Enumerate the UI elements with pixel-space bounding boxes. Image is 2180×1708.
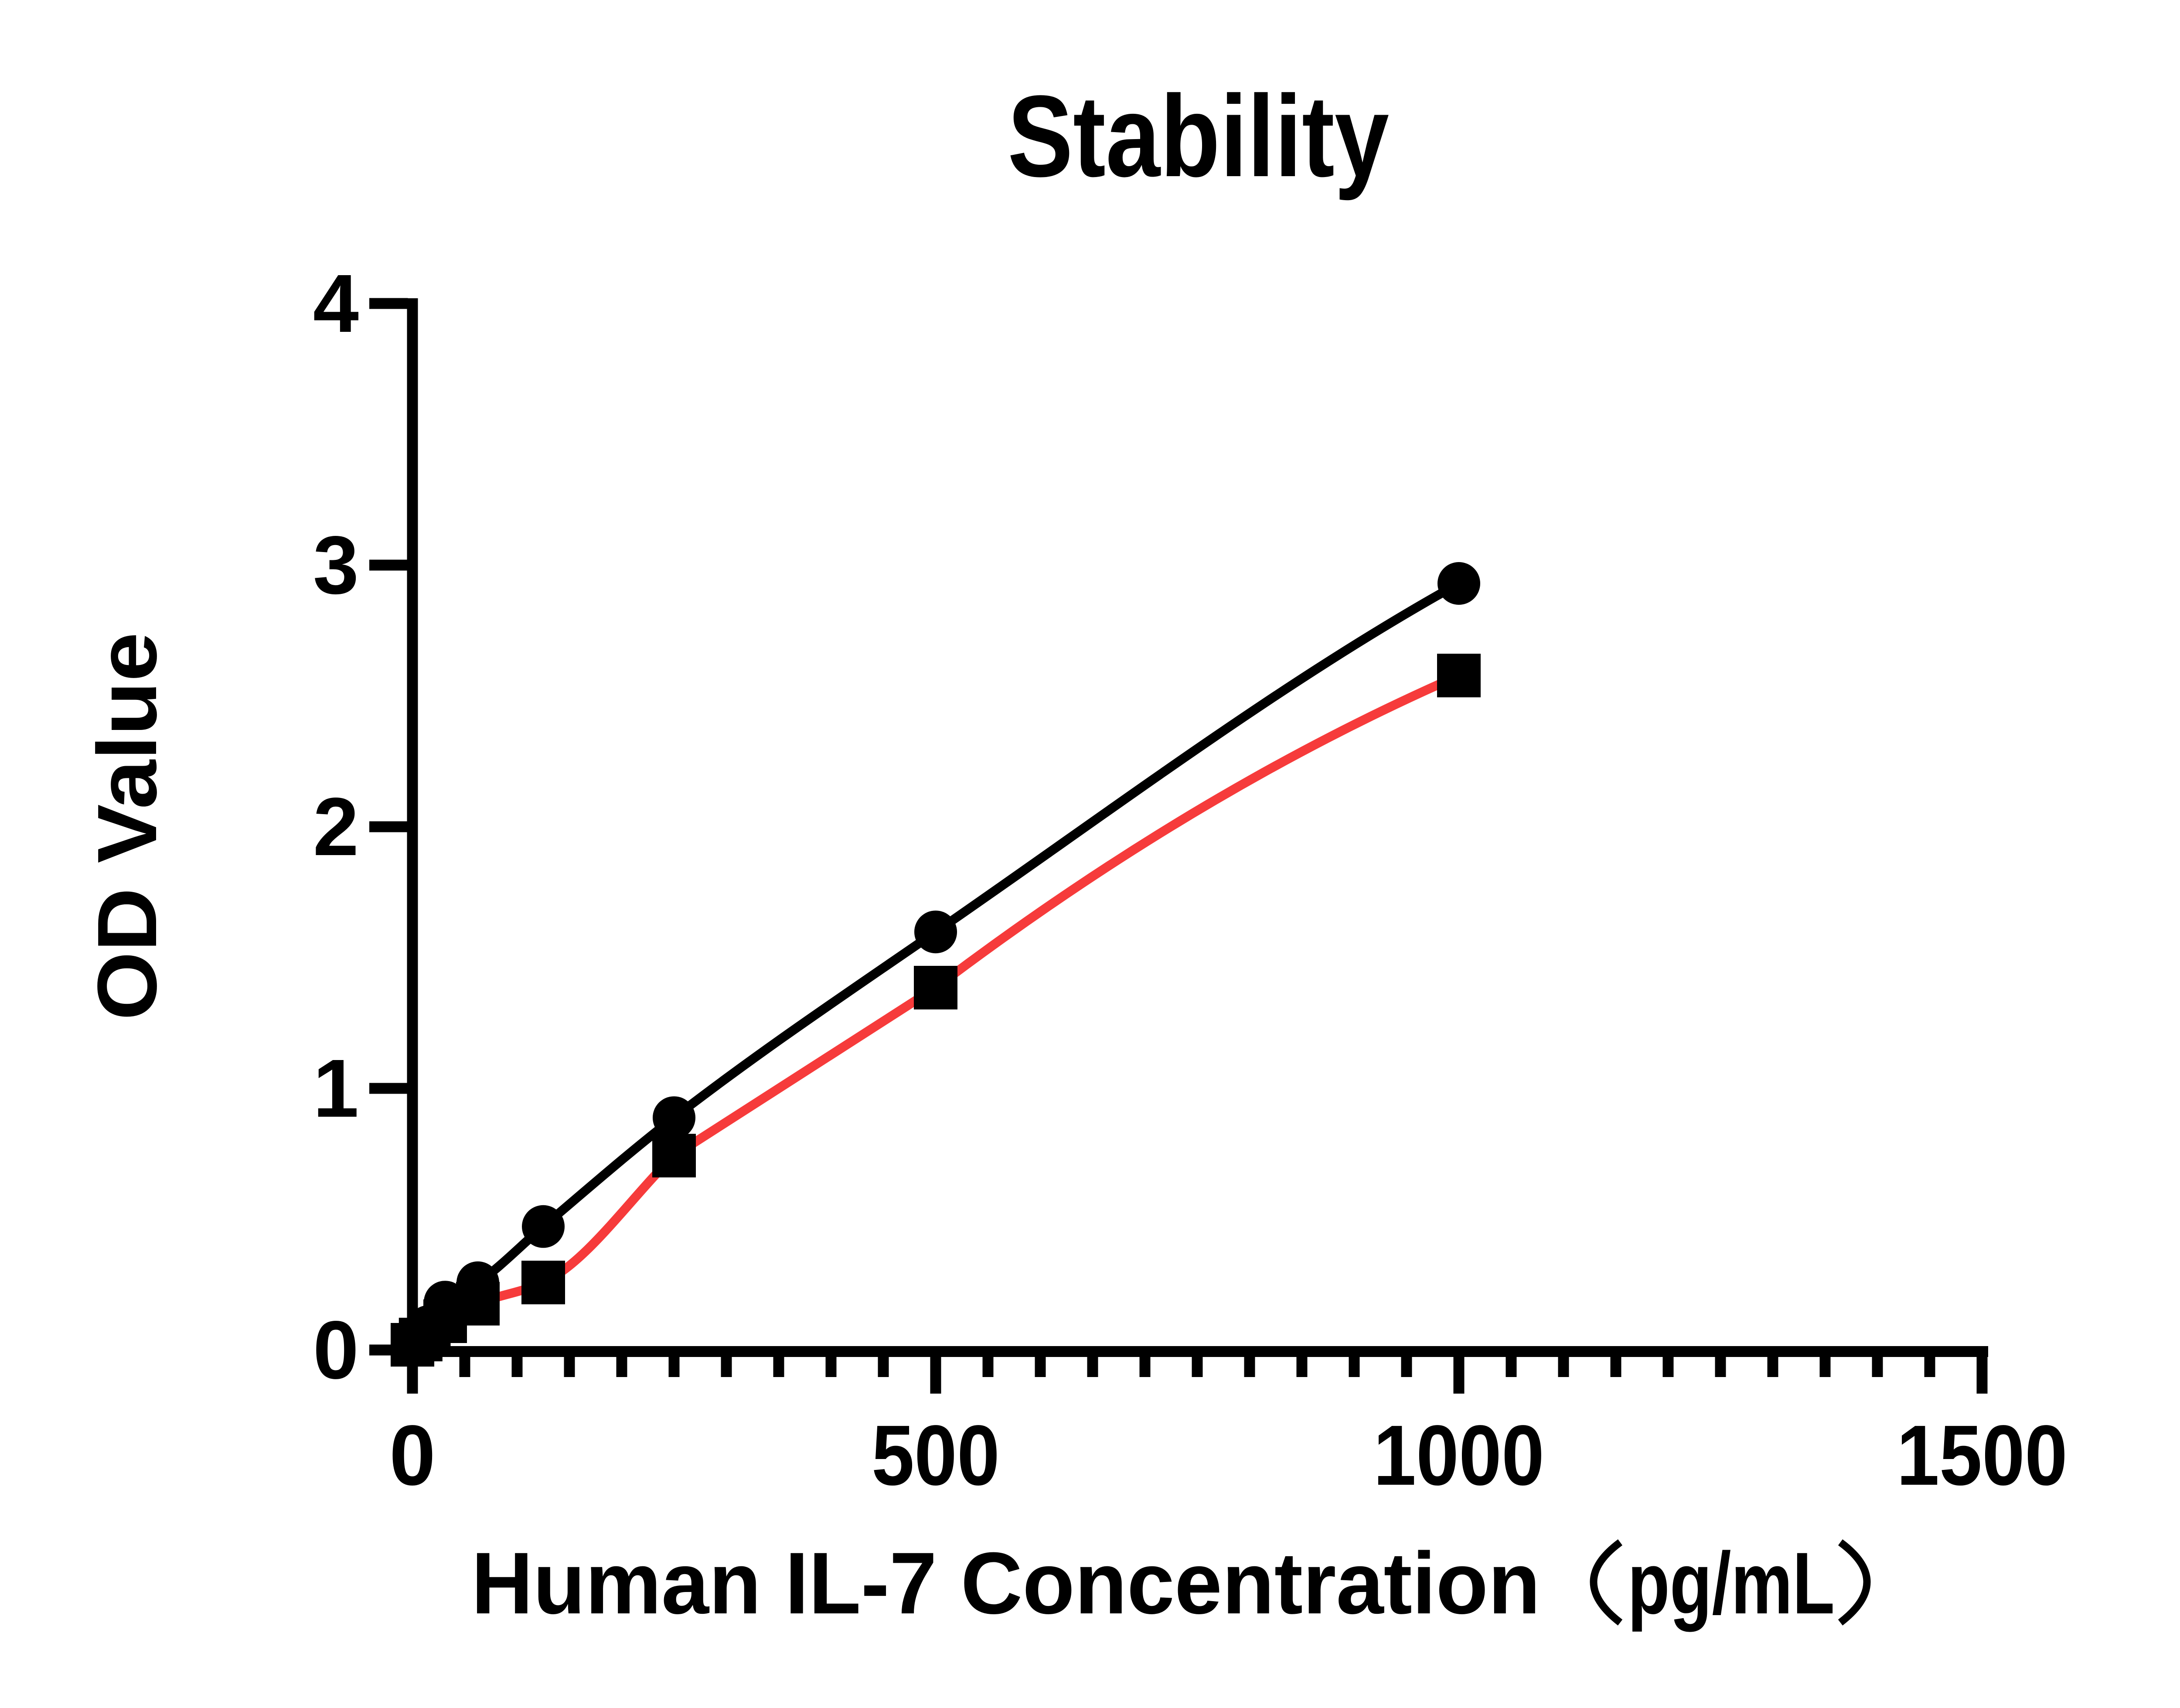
svg-text:1500: 1500 <box>1897 1408 2068 1503</box>
svg-text:0: 0 <box>389 1408 436 1503</box>
svg-text:4: 4 <box>313 258 359 350</box>
svg-text:500: 500 <box>872 1408 1000 1503</box>
svg-text:pg/mL: pg/mL <box>1628 1534 1835 1632</box>
svg-text:2: 2 <box>313 781 359 873</box>
svg-text:Stability: Stability <box>1008 72 1390 201</box>
svg-text:0: 0 <box>313 1304 359 1396</box>
svg-text:Human IL-7 Concentration: Human IL-7 Concentration <box>471 1534 1540 1632</box>
svg-text:1: 1 <box>313 1043 359 1135</box>
svg-text:1000: 1000 <box>1373 1408 1544 1503</box>
svg-text:3: 3 <box>313 519 359 611</box>
svg-text:OD Value: OD Value <box>80 632 174 1020</box>
